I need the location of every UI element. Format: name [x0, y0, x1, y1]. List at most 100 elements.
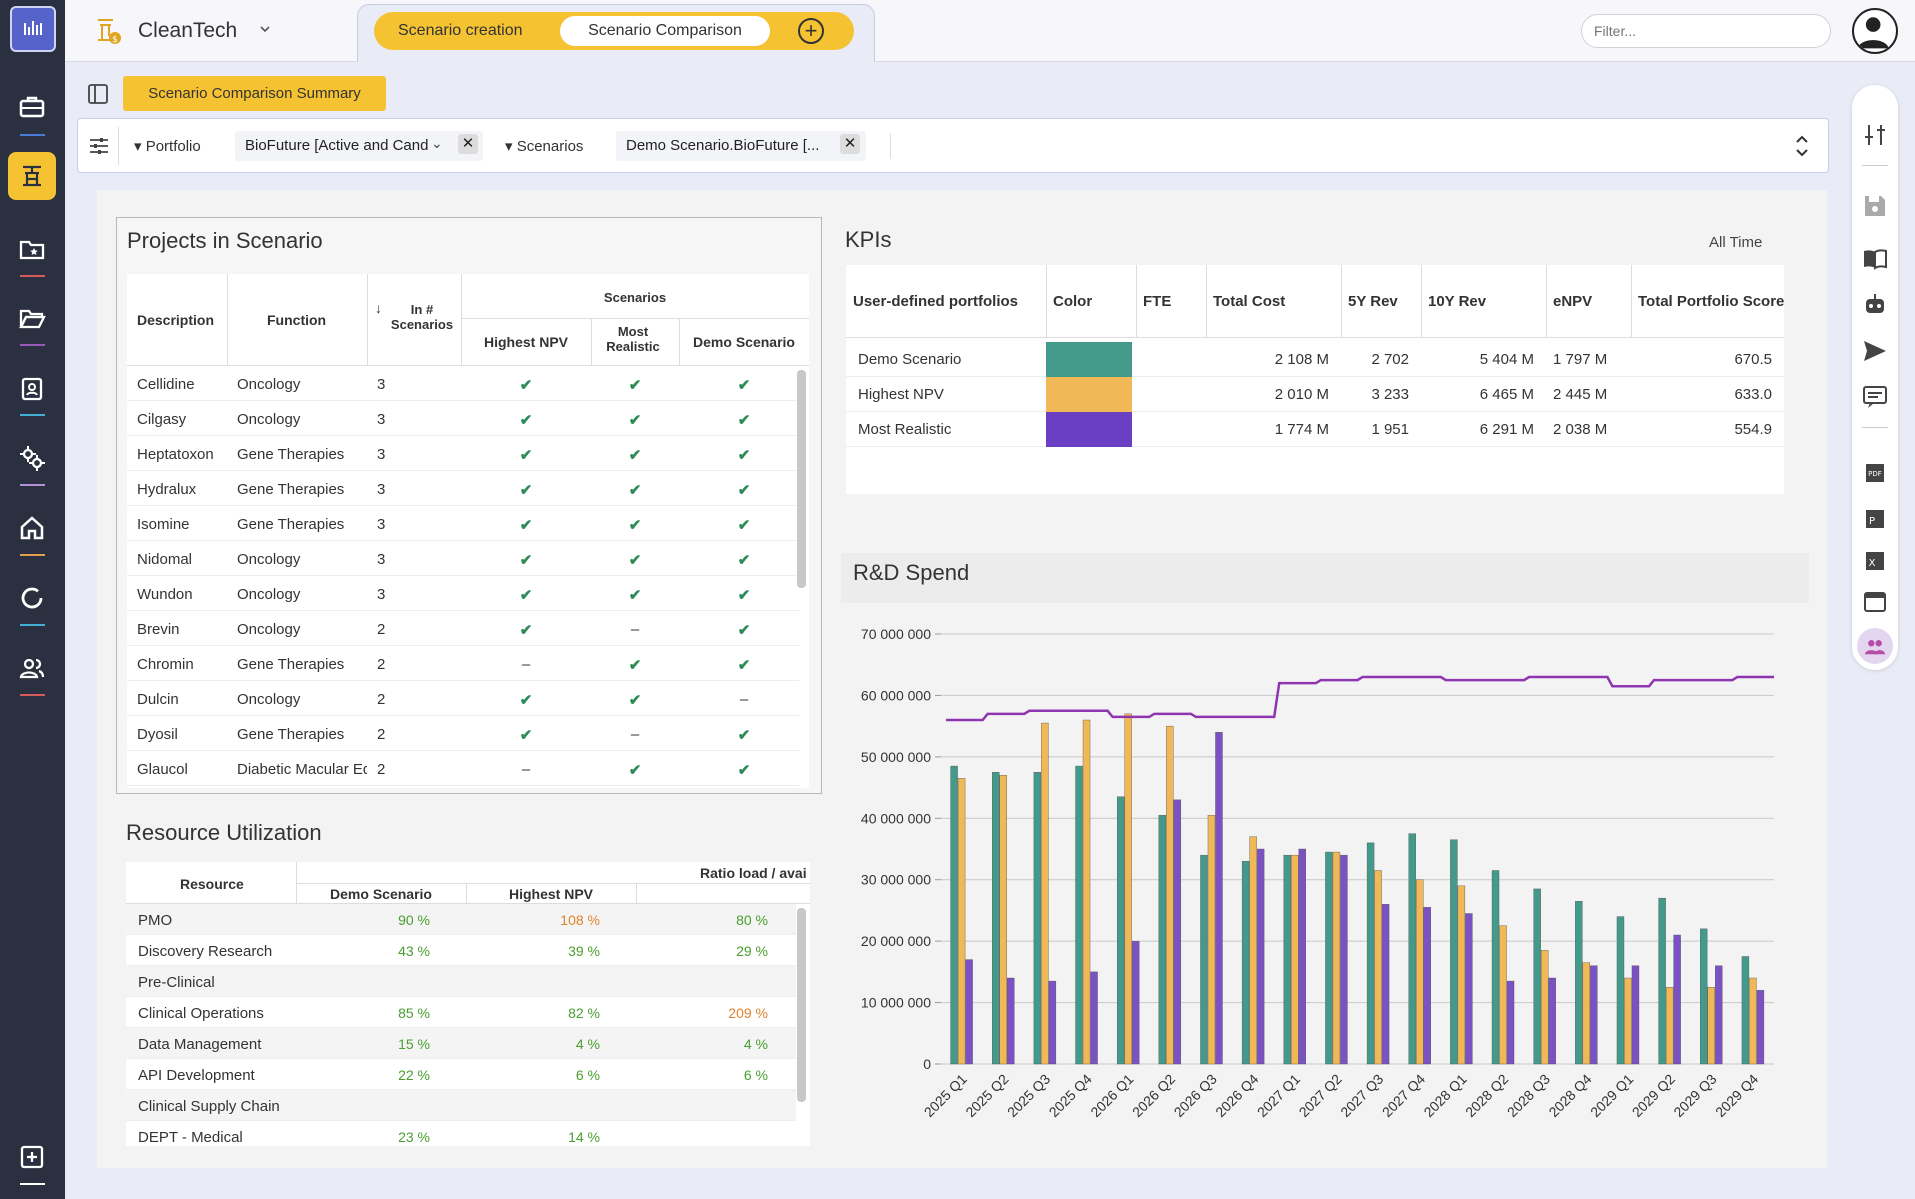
kpi-col-header[interactable]: Color: [1053, 293, 1093, 310]
sort-arrow-icon[interactable]: ↓: [375, 300, 382, 316]
save-icon[interactable]: [1861, 192, 1889, 220]
col-demo-scenario[interactable]: Demo Scenario: [693, 334, 795, 350]
table-row[interactable]: API Development 22 % 6 % 6 %: [126, 1059, 796, 1090]
kpi-row[interactable]: Demo Scenario 2 108 M 2 702 5 404 M 1 797 M 6…: [846, 342, 1784, 377]
kpi-col-header[interactable]: 10Y Rev: [1428, 293, 1487, 310]
kpi-col-header[interactable]: Total Cost: [1213, 293, 1286, 310]
clear-portfolio-icon[interactable]: ✕: [458, 134, 478, 154]
resource-name: Discovery Research: [138, 943, 273, 960]
export-excel-icon[interactable]: X: [1861, 545, 1889, 573]
bar: [1673, 934, 1681, 1065]
export-ppt-icon[interactable]: P: [1861, 503, 1889, 531]
tab-scenario-creation[interactable]: Scenario creation: [398, 22, 523, 39]
resource-name: Pre-Clinical: [138, 974, 215, 991]
dash-icon: –: [630, 726, 640, 743]
tab-scenario-comparison[interactable]: Scenario Comparison: [560, 16, 770, 46]
kpi-col-header[interactable]: FTE: [1143, 293, 1172, 310]
col-most-realistic[interactable]: Most Realistic: [606, 324, 660, 354]
table-row[interactable]: Cellidine Oncology 3 ✔ ✔ ✔: [127, 366, 799, 401]
resource-name: Clinical Operations: [138, 1005, 264, 1022]
portfolio-label: Portfolio: [145, 138, 201, 155]
table-row[interactable]: DEPT - Medical 23 % 14 %: [126, 1121, 796, 1146]
resource-scrollbar[interactable]: [797, 908, 806, 1102]
table-row[interactable]: Cilgasy Oncology 3 ✔ ✔ ✔: [127, 401, 799, 436]
send-icon[interactable]: [1861, 337, 1889, 365]
col-highest-npv[interactable]: Highest NPV: [483, 334, 568, 350]
kpi-col-header[interactable]: 5Y Rev: [1348, 293, 1398, 310]
settings-icon[interactable]: [8, 434, 56, 482]
home-icon[interactable]: [8, 504, 56, 552]
refresh-icon[interactable]: [8, 574, 56, 622]
kpi-enpv: 2 038 M: [1553, 421, 1608, 438]
robot-icon[interactable]: [1861, 290, 1889, 318]
table-row[interactable]: Isomine Gene Therapies 3 ✔ ✔ ✔: [127, 506, 799, 541]
chevron-down-icon[interactable]: [258, 22, 272, 36]
project-count: 2: [377, 761, 386, 778]
filter-input[interactable]: [1581, 14, 1831, 48]
projects-table-body: Cellidine Oncology 3 ✔ ✔ ✔ Cilgasy Oncology 3 ✔ ✔ ✔…: [127, 366, 809, 788]
summary-button[interactable]: Scenario Comparison Summary: [123, 76, 386, 111]
table-row[interactable]: Heptatoxon Gene Therapies 3 ✔ ✔ ✔: [127, 436, 799, 471]
user-avatar-icon[interactable]: [1852, 8, 1898, 54]
table-row[interactable]: Glaucol Diabetic Macular Edema 2 – ✔ ✔: [127, 751, 799, 786]
kpi-col-header[interactable]: User-defined portfolios: [853, 293, 1019, 310]
table-row[interactable]: Hydralux Gene Therapies 3 ✔ ✔ ✔: [127, 471, 799, 506]
kpi-row[interactable]: Highest NPV 2 010 M 3 233 6 465 M 2 445 M 633…: [846, 377, 1784, 412]
team-icon[interactable]: [1857, 628, 1893, 664]
table-row[interactable]: PMO 90 % 108 % 80 %: [126, 904, 796, 935]
add-tab-icon[interactable]: +: [798, 18, 824, 44]
table-row[interactable]: Clinical Operations 85 % 82 % 209 %: [126, 997, 796, 1028]
users-icon[interactable]: [8, 644, 56, 692]
scenarios-filter[interactable]: ▾ Scenarios: [505, 138, 584, 155]
col-function[interactable]: Function: [267, 312, 327, 328]
export-pdf-icon[interactable]: PDF: [1861, 457, 1889, 485]
resource-value-b: 4 %: [575, 1036, 600, 1052]
svg-text:P: P: [1869, 516, 1875, 527]
col-description[interactable]: Description: [137, 312, 215, 328]
col-res-highest[interactable]: Highest NPV: [508, 886, 593, 902]
folder-open-icon[interactable]: [8, 294, 56, 342]
projects-scrollbar[interactable]: [797, 370, 806, 588]
book-icon[interactable]: [1861, 245, 1889, 273]
project-function: Gene Therapies: [237, 726, 345, 743]
table-row[interactable]: Pre-Clinical: [126, 966, 796, 997]
chevron-down-icon[interactable]: ⌄: [431, 135, 443, 151]
scenario-icon[interactable]: [8, 152, 56, 200]
kpi-col-header[interactable]: eNPV: [1553, 293, 1593, 310]
table-row[interactable]: Discovery Research 43 % 39 % 29 %: [126, 935, 796, 966]
table-row[interactable]: Brevin Oncology 2 ✔ – ✔: [127, 611, 799, 646]
scenarios-chip[interactable]: Demo Scenario.BioFuture [... ✕: [616, 131, 866, 161]
col-resource[interactable]: Resource: [180, 876, 244, 892]
kpis-range[interactable]: All Time: [1709, 234, 1763, 251]
calendar-person-icon[interactable]: [8, 364, 56, 412]
folder-star-icon[interactable]: [8, 225, 56, 273]
table-row[interactable]: Data Management 15 % 4 % 4 %: [126, 1028, 796, 1059]
portfolio-chip[interactable]: BioFuture [Active and Cand ⌄ ✕: [235, 131, 483, 161]
expand-collapse-icon[interactable]: [1792, 131, 1812, 161]
portfolio-filter[interactable]: ▾ Portfolio: [134, 138, 201, 155]
add-module-icon[interactable]: [8, 1133, 56, 1181]
panel-toggle-icon[interactable]: [87, 83, 109, 105]
table-row[interactable]: Clinical Supply Chain: [126, 1090, 796, 1121]
filter-settings-icon[interactable]: [88, 135, 110, 157]
kpi-col-header[interactable]: Total Portfolio Score: [1638, 293, 1785, 310]
calendar-icon[interactable]: [1861, 587, 1889, 615]
project-description: Cilgasy: [137, 411, 187, 428]
table-row[interactable]: Dulcin Oncology 2 ✔ ✔ –: [127, 681, 799, 716]
col-in-scenarios[interactable]: In # Scenarios: [390, 302, 454, 332]
project-description: Heptatoxon: [137, 446, 214, 463]
clear-scenarios-icon[interactable]: ✕: [840, 134, 860, 154]
table-row[interactable]: Nidomal Oncology 3 ✔ ✔ ✔: [127, 541, 799, 576]
comment-icon[interactable]: [1861, 383, 1889, 411]
table-row[interactable]: Wundon Oncology 3 ✔ ✔ ✔: [127, 576, 799, 611]
sliders-icon[interactable]: [1861, 121, 1889, 149]
project-function: Gene Therapies: [237, 656, 345, 673]
resource-table-body: PMO 90 % 108 % 80 % Discovery Research 43 % 39…: [126, 904, 810, 1146]
col-res-demo[interactable]: Demo Scenario: [330, 886, 432, 902]
kpi-row[interactable]: Most Realistic 1 774 M 1 951 6 291 M 2 038 M…: [846, 412, 1784, 447]
table-row[interactable]: Dyosil Gene Therapies 2 ✔ – ✔: [127, 716, 799, 751]
briefcase-icon[interactable]: [8, 83, 56, 131]
table-row[interactable]: Chromin Gene Therapies 2 – ✔ ✔: [127, 646, 799, 681]
app-logo-icon[interactable]: [10, 6, 56, 52]
app-selector[interactable]: $ CleanTech: [65, 0, 290, 62]
